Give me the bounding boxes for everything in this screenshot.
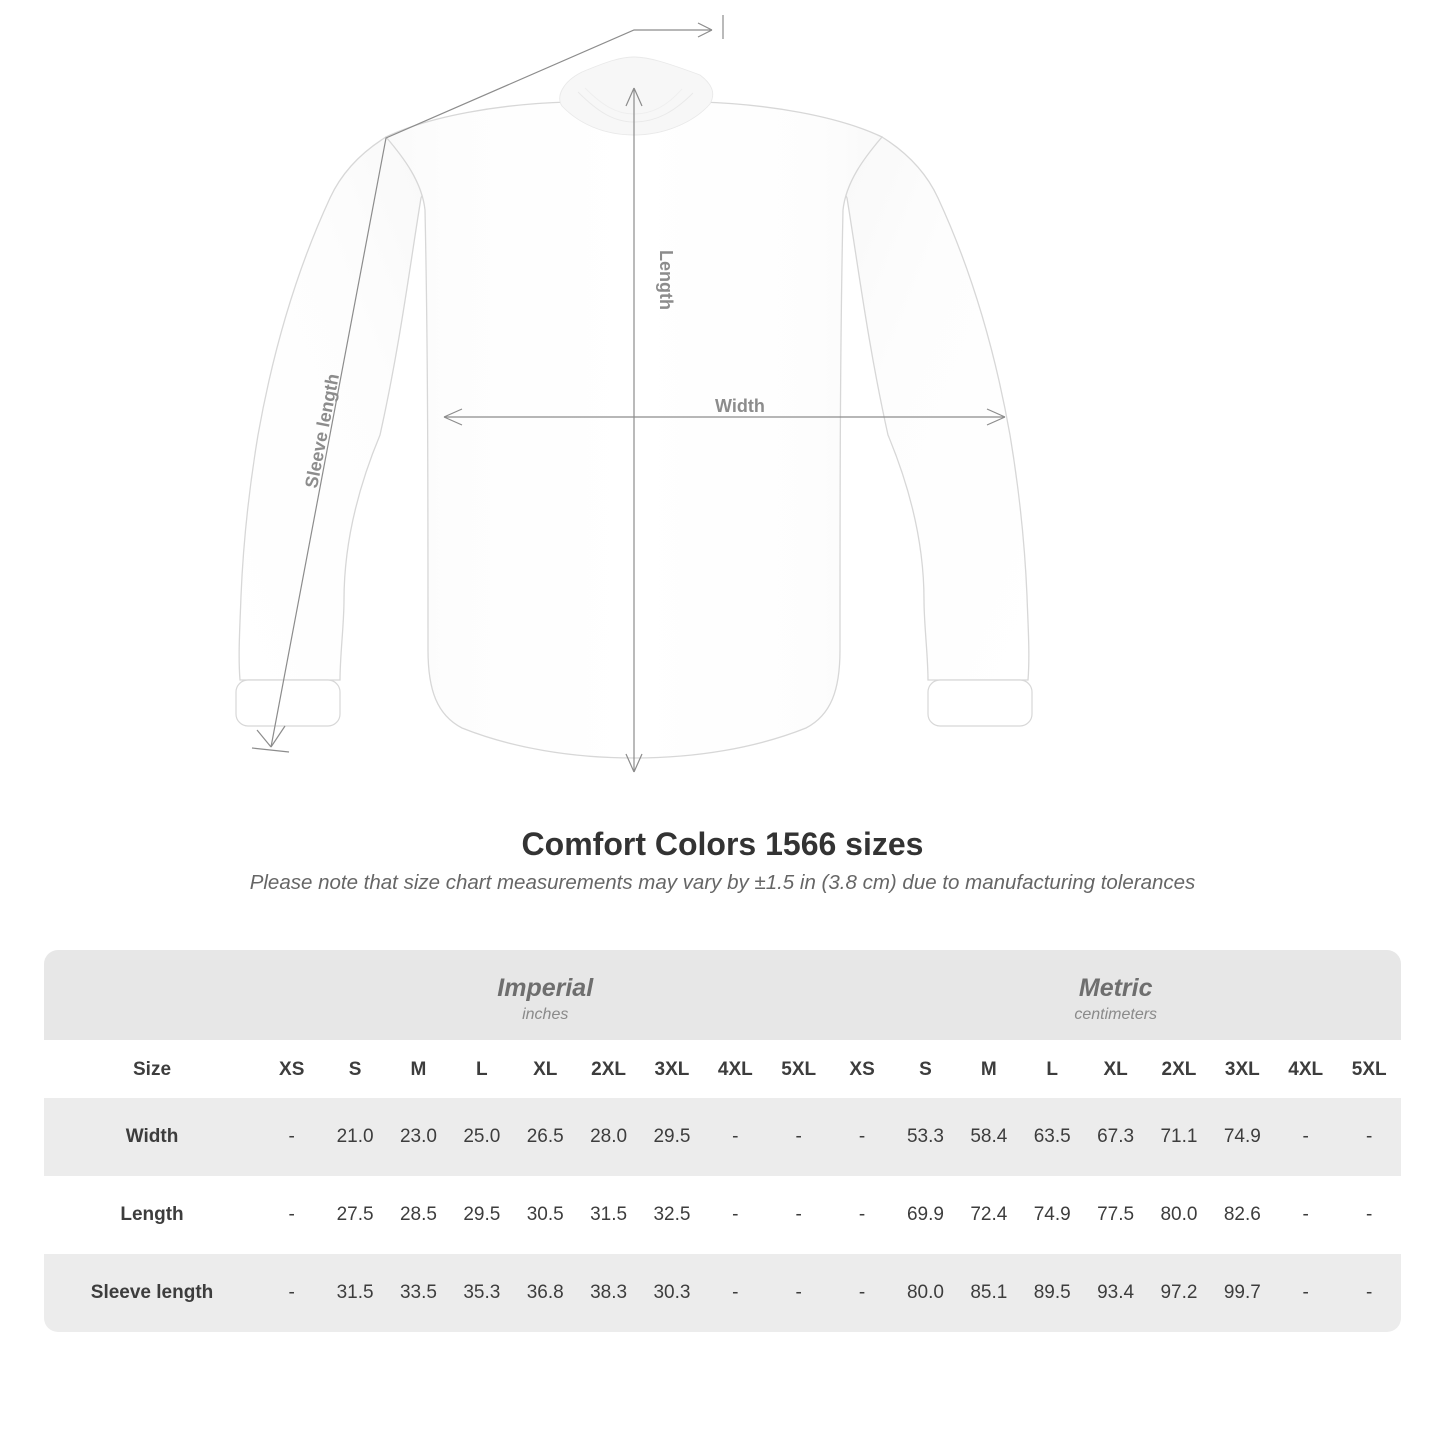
svg-text:Length: Length xyxy=(656,250,676,310)
svg-text:Width: Width xyxy=(715,396,765,416)
